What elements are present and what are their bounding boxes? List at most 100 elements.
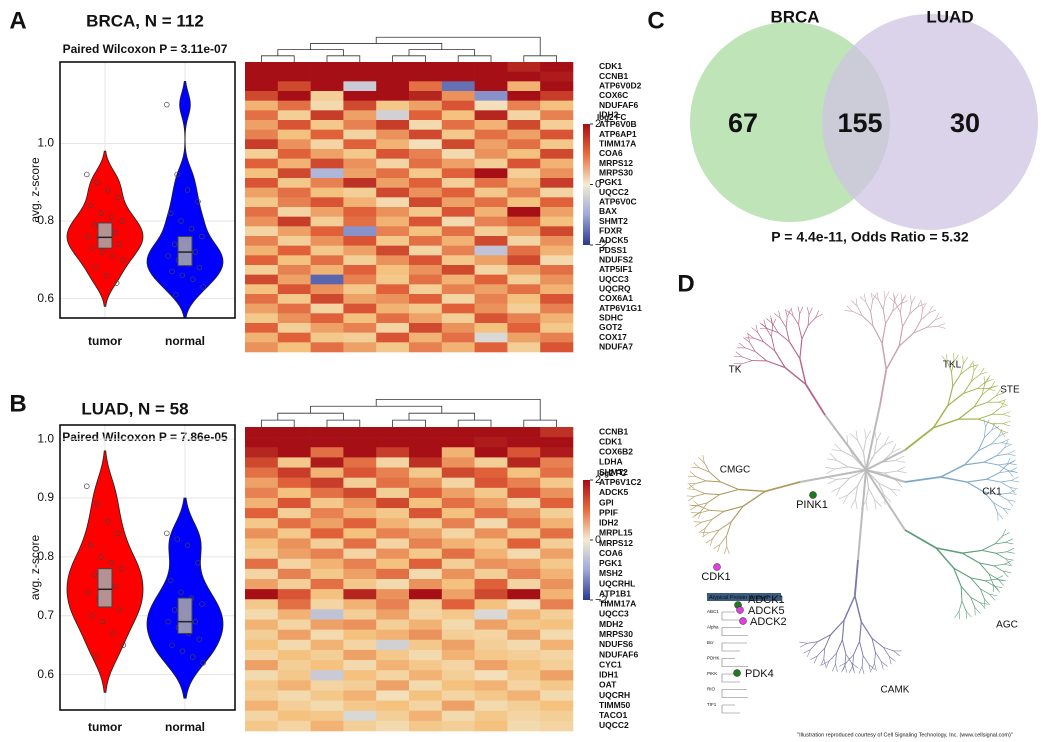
heatmap-cell	[343, 62, 377, 72]
heatmap-cell	[310, 342, 344, 353]
tree-branch	[755, 351, 768, 362]
tree-branch	[1009, 487, 1016, 494]
heatmap-cell	[540, 619, 574, 630]
dendrogram	[408, 412, 475, 421]
tree-branch	[1006, 461, 1015, 466]
tree-branch	[974, 607, 981, 614]
tree-branch	[878, 482, 885, 496]
heatmap-cell	[441, 129, 475, 140]
heatmap-cell	[310, 129, 344, 140]
heatmap-cell	[474, 629, 508, 641]
tree-branch	[751, 327, 758, 333]
venn-count: 30	[950, 108, 980, 138]
tree-branch	[827, 479, 837, 485]
tree-branch	[884, 440, 894, 446]
tree-branch	[881, 661, 884, 670]
data-point	[104, 187, 111, 193]
heatmap-cell	[507, 680, 541, 691]
heatmap-cell	[441, 457, 475, 468]
y-tick-label: 0.7	[37, 608, 54, 622]
heatmap-cell	[441, 139, 475, 150]
heatmap-cell	[277, 255, 311, 266]
tree-branch	[999, 464, 1008, 473]
tree-branch	[960, 586, 972, 598]
heatmap-cell	[310, 265, 344, 275]
heatmap-cell	[343, 197, 377, 208]
tree-branch	[981, 549, 997, 554]
tree-branch	[817, 647, 826, 657]
tree-branch	[932, 405, 949, 429]
data-point	[192, 249, 199, 255]
tree-branch	[979, 562, 994, 567]
tree-branch	[863, 439, 867, 453]
heatmap-cell	[441, 178, 475, 188]
tree-branch	[1002, 411, 1011, 415]
tree-branch	[996, 392, 1005, 396]
tree-branch	[846, 435, 849, 446]
heatmap-cell	[310, 255, 344, 266]
heatmap-cell	[441, 427, 475, 438]
tree-branch	[879, 369, 888, 406]
heatmap-cell	[310, 437, 344, 448]
tree-branch	[852, 311, 863, 317]
kinase-label: CDK1	[701, 571, 730, 583]
heatmap-cell	[441, 81, 475, 92]
inset-branch	[721, 704, 740, 714]
data-point	[195, 560, 201, 566]
tree-branch	[979, 367, 985, 375]
kinase-label: ADCK2	[750, 616, 787, 628]
heatmap-cell	[540, 81, 574, 92]
tree-branch	[778, 310, 781, 319]
heatmap-cell	[507, 91, 541, 101]
heatmap-cell	[310, 120, 344, 130]
heatmap-cell	[507, 187, 541, 198]
row-label: NDUFS6	[599, 639, 633, 649]
heatmap-cell	[245, 589, 279, 600]
heatmap-cell	[409, 265, 443, 275]
heatmap-cell	[540, 528, 574, 539]
tree-branch	[998, 432, 1006, 437]
panel-label: A	[9, 7, 26, 34]
heatmap-cell	[441, 236, 475, 246]
heatmap-cell	[441, 342, 475, 353]
tree-branch	[993, 502, 998, 513]
tree-branch	[989, 594, 996, 601]
tree-branch	[893, 294, 896, 303]
heatmap-cell	[310, 236, 344, 246]
tree-branch	[831, 663, 836, 672]
tree-branch	[805, 383, 826, 416]
heatmap-cell	[376, 197, 410, 208]
tree-branch	[853, 559, 859, 596]
inset-branch	[721, 689, 748, 698]
panel-label: D	[677, 270, 694, 297]
row-label: TIMM17A	[599, 138, 636, 148]
tree-branch	[994, 535, 1003, 545]
tree-branch	[735, 351, 743, 358]
row-label: FDXR	[599, 225, 622, 235]
heatmap-cell	[540, 609, 574, 620]
heatmap-cell	[409, 149, 443, 159]
tree-branch	[892, 292, 895, 301]
heatmap-cell	[540, 508, 574, 519]
heatmap-cell	[507, 579, 541, 590]
data-point	[195, 198, 201, 205]
tree-branch	[953, 353, 955, 362]
tree-branch	[882, 298, 886, 310]
tree-branch	[1002, 413, 1011, 418]
tree-branch	[720, 481, 739, 491]
tree-branch	[1002, 570, 1009, 578]
heatmap-cell	[277, 508, 311, 519]
tree-branch	[928, 305, 933, 314]
tree-branch	[920, 312, 930, 321]
heatmap-cell	[245, 255, 279, 266]
heatmap-cell	[277, 538, 311, 549]
heatmap-cell	[277, 100, 311, 111]
heatmap-cell	[310, 670, 344, 681]
heatmap-cell	[245, 81, 279, 92]
heatmap-cell	[343, 294, 377, 304]
tree-branch	[874, 444, 885, 455]
tree-branch	[896, 470, 907, 474]
heatmap-cell	[310, 168, 344, 179]
tree-branch	[1008, 463, 1017, 466]
plot-frame	[59, 61, 236, 319]
